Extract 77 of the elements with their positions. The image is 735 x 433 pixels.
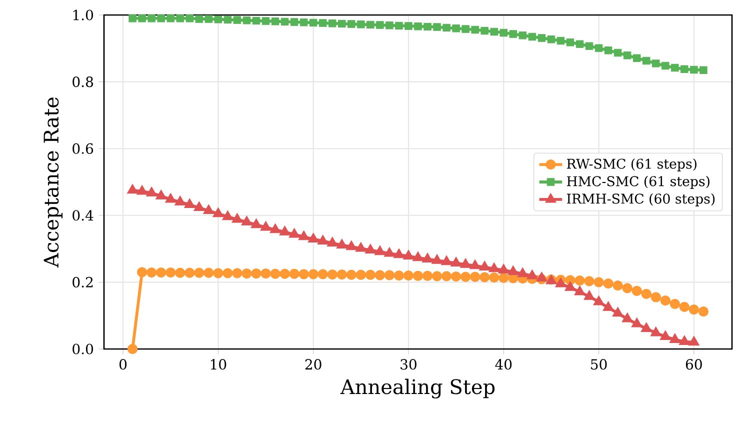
point bbox=[126, 184, 138, 194]
point bbox=[431, 254, 443, 264]
legend-label: HMC-SMC (61 steps) bbox=[566, 176, 710, 189]
point bbox=[508, 265, 519, 276]
point bbox=[393, 248, 405, 258]
point bbox=[517, 267, 528, 278]
point bbox=[440, 255, 452, 266]
point bbox=[678, 335, 690, 345]
point bbox=[250, 218, 262, 228]
y-tick-label: 0.0 bbox=[72, 344, 94, 354]
point bbox=[612, 306, 624, 317]
point bbox=[260, 221, 272, 231]
point bbox=[479, 260, 490, 271]
point bbox=[241, 216, 252, 226]
point bbox=[136, 184, 148, 195]
point bbox=[650, 326, 662, 336]
point bbox=[488, 262, 500, 272]
point bbox=[222, 210, 234, 220]
point bbox=[156, 190, 167, 200]
point bbox=[460, 258, 472, 268]
legend-label: RW-SMC (61 steps) bbox=[566, 158, 696, 172]
y-tick-label: 0.4 bbox=[72, 210, 94, 221]
y-tick-label: 1.0 bbox=[73, 10, 94, 20]
point bbox=[631, 318, 642, 328]
point bbox=[308, 232, 319, 242]
point bbox=[422, 252, 434, 262]
point bbox=[688, 336, 700, 346]
point bbox=[355, 242, 366, 252]
x-tick-label: 40 bbox=[495, 359, 512, 370]
point bbox=[212, 207, 224, 218]
point bbox=[593, 296, 604, 306]
point bbox=[194, 201, 205, 212]
point bbox=[364, 244, 376, 254]
point bbox=[450, 256, 462, 266]
point bbox=[374, 245, 386, 256]
point bbox=[412, 251, 424, 262]
x-tick-label: 0 bbox=[120, 359, 127, 370]
point bbox=[564, 281, 576, 291]
point bbox=[584, 290, 595, 300]
point bbox=[536, 272, 548, 282]
point bbox=[165, 192, 176, 203]
point bbox=[326, 236, 338, 246]
point bbox=[288, 228, 300, 238]
point bbox=[402, 250, 414, 260]
point bbox=[555, 277, 566, 288]
point bbox=[622, 312, 633, 322]
x-tick-label: 20 bbox=[305, 359, 322, 370]
point bbox=[498, 264, 510, 274]
legend-label: IRMH-SMC (60 steps) bbox=[566, 193, 715, 206]
point bbox=[174, 196, 186, 206]
point bbox=[270, 223, 281, 234]
y-axis-title: Acceptance Rate bbox=[44, 98, 63, 268]
y-tick-label: 0.2 bbox=[72, 276, 93, 288]
x-tick-label: 10 bbox=[210, 359, 226, 370]
point bbox=[317, 234, 328, 244]
point bbox=[346, 240, 357, 250]
point bbox=[526, 269, 538, 280]
point bbox=[336, 238, 348, 248]
point bbox=[640, 322, 652, 332]
x-tick-label: 60 bbox=[686, 359, 702, 370]
y-tick-label: 0.8 bbox=[72, 76, 94, 88]
y-tick-label: 0.6 bbox=[72, 143, 94, 154]
point bbox=[279, 226, 290, 236]
point bbox=[660, 330, 671, 340]
x-tick-label: 50 bbox=[591, 359, 607, 370]
point bbox=[298, 230, 310, 240]
point bbox=[602, 301, 614, 311]
point bbox=[203, 204, 214, 214]
point bbox=[574, 285, 586, 296]
point bbox=[384, 247, 396, 257]
x-axis-title: Annealing Step bbox=[340, 378, 495, 398]
point bbox=[669, 333, 680, 343]
point bbox=[232, 213, 243, 223]
point bbox=[146, 186, 158, 196]
point bbox=[184, 198, 196, 208]
x-tick-label: 30 bbox=[400, 359, 416, 370]
point bbox=[470, 259, 481, 270]
